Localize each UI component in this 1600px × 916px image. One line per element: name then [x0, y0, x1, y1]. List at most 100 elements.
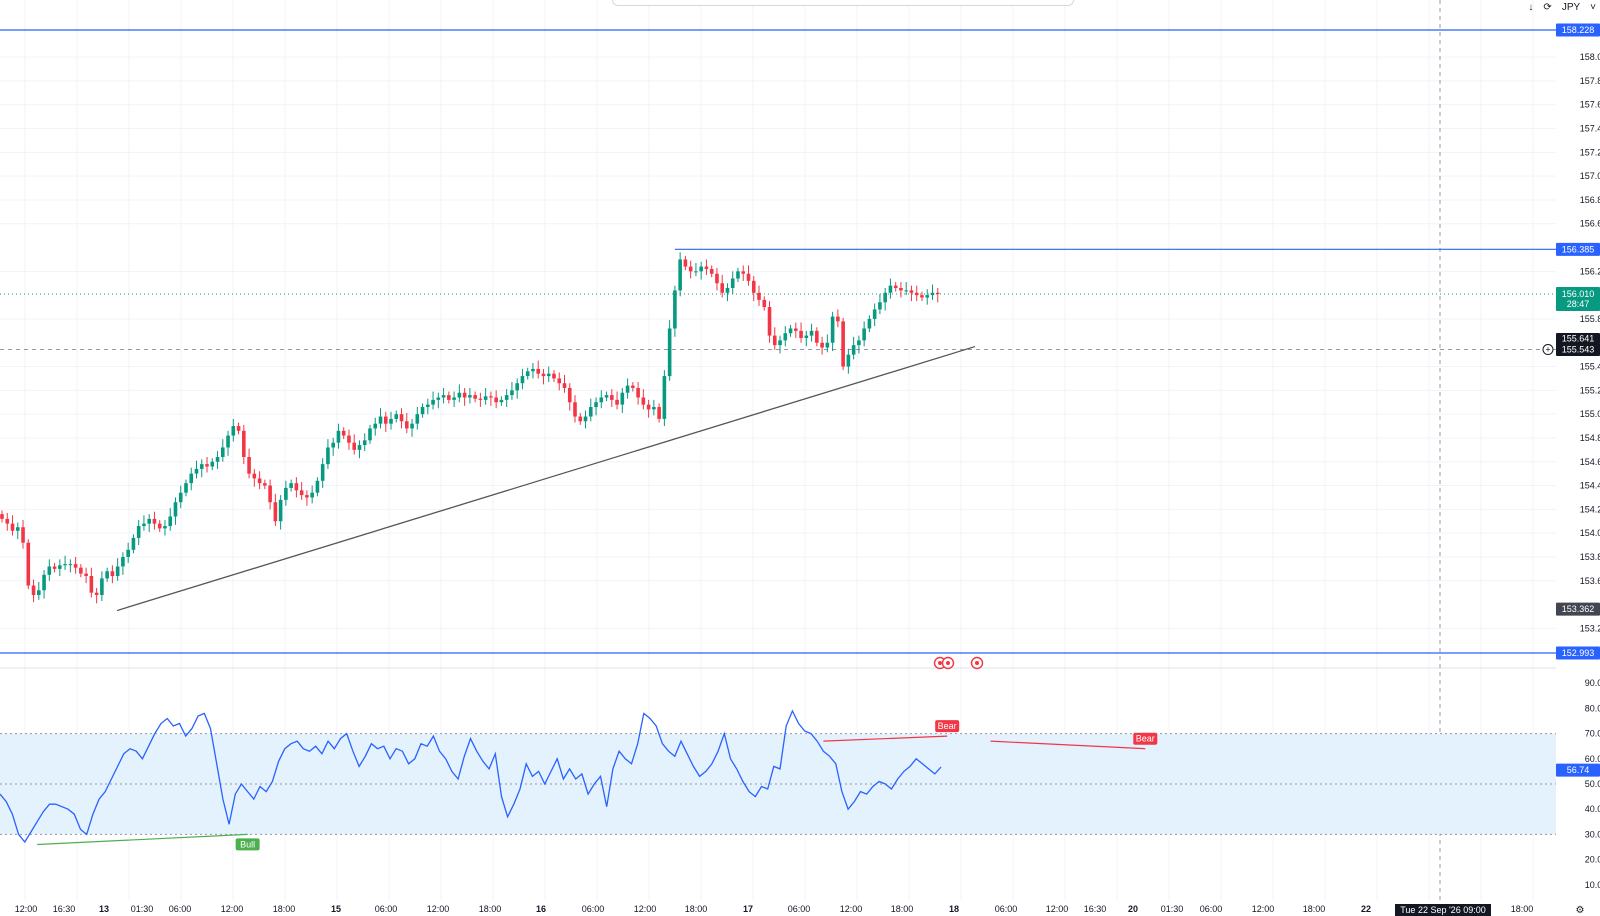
candle-body	[299, 490, 304, 496]
candle-body	[541, 373, 546, 377]
candle-body	[678, 259, 682, 291]
chart-toolbar: ↓ ⟳ JPY ˅	[1528, 2, 1596, 13]
candle-body	[105, 571, 109, 579]
candle-body	[762, 299, 767, 308]
divergence-label-bg	[1133, 732, 1158, 745]
rsi-axis-tick: 40.00	[1585, 804, 1600, 814]
candle-body	[662, 376, 667, 419]
price-axis-tick: 158.000	[1580, 52, 1600, 62]
candle-body	[399, 414, 404, 422]
settings-gear-icon: ⚙	[1576, 905, 1585, 916]
time-axis-tick: 18:00	[1511, 904, 1534, 914]
candle-body	[631, 385, 635, 388]
price-axis-tick: 156.200	[1580, 266, 1600, 276]
candle-body	[704, 266, 709, 269]
candle-body	[583, 416, 588, 422]
time-axis-tick: 22	[1361, 904, 1371, 914]
candle-body	[457, 392, 462, 398]
candle-body	[247, 456, 251, 474]
rsi-axis-tick: 80.00	[1585, 703, 1600, 713]
price-axis-tick: 154.200	[1580, 504, 1600, 514]
candle-body	[751, 280, 756, 293]
chevron-down-icon[interactable]: ˅	[1590, 2, 1596, 13]
trend-line	[116, 345, 976, 612]
candle-body	[625, 385, 630, 393]
candle-body	[920, 295, 924, 298]
candle-body	[725, 288, 730, 293]
candle-body	[893, 285, 898, 289]
candle-body	[220, 447, 225, 457]
candle-body	[289, 483, 293, 488]
candle-body	[888, 285, 893, 293]
candle-body	[52, 566, 57, 569]
rsi-axis-tick: 10.00	[1585, 880, 1600, 890]
divergence-label-bg	[935, 720, 960, 733]
price-axis-tick: 154.600	[1580, 457, 1600, 467]
candle-body	[94, 592, 99, 596]
candle-body	[362, 440, 367, 446]
candle-body	[189, 473, 194, 484]
level-tag: 152.993	[1562, 648, 1595, 658]
candle-body	[867, 318, 872, 329]
time-axis-tick: 06:00	[375, 904, 398, 914]
rsi-axis-tick: 50.00	[1585, 779, 1600, 789]
candle-body	[173, 502, 178, 517]
candle-body	[58, 565, 62, 569]
candle-body	[473, 395, 477, 399]
candle-body	[736, 271, 740, 279]
divergence-line	[823, 735, 948, 742]
candle-body	[5, 518, 10, 524]
time-axis-tick: 18:00	[685, 904, 708, 914]
trend-value-tag-bg	[1556, 333, 1600, 345]
candle-body	[778, 340, 782, 346]
candle-body	[536, 368, 541, 374]
time-axis-tick: 18	[949, 904, 959, 914]
candle-body	[746, 273, 751, 281]
candle-body	[163, 526, 167, 529]
candle-body	[315, 480, 320, 493]
candle-body	[352, 442, 357, 450]
symbol-search-box[interactable]	[612, 0, 1074, 6]
candle-body	[862, 328, 866, 341]
time-axis-tick: 17	[743, 904, 753, 914]
price-axis-tick: 157.600	[1580, 100, 1600, 110]
candle-body	[599, 397, 604, 403]
candle-body	[499, 399, 504, 403]
rsi-axis-tick: 60.00	[1585, 754, 1600, 764]
candle-body	[447, 395, 451, 400]
candle-body	[904, 290, 909, 292]
time-axis-tick: 12:00	[427, 904, 450, 914]
candle-body	[26, 542, 31, 586]
candle-body	[935, 292, 940, 294]
candle-body	[909, 290, 914, 293]
candle-body	[883, 292, 887, 303]
price-axis-tick: 155.200	[1580, 385, 1600, 395]
candle-body	[100, 578, 104, 596]
candle-body	[846, 354, 851, 367]
candle-body	[226, 435, 230, 448]
candle-body	[515, 383, 519, 391]
candle-body	[930, 292, 935, 296]
price-axis-tick: 157.200	[1580, 147, 1600, 157]
candle-body	[857, 340, 861, 346]
refresh-icon[interactable]: ⟳	[1543, 2, 1552, 13]
candle-body	[573, 402, 577, 417]
candle-body	[394, 414, 399, 419]
candle-body	[142, 523, 146, 527]
candle-body	[878, 302, 882, 310]
candle-body	[531, 368, 535, 372]
rsi-axis-tick: 20.00	[1585, 855, 1600, 865]
candle-body	[326, 447, 330, 465]
candle-body	[510, 390, 514, 396]
candle-body	[620, 392, 625, 405]
currency-label[interactable]: JPY	[1561, 2, 1581, 13]
candle-body	[804, 335, 809, 338]
rsi-value-tag: 56.74	[1567, 765, 1590, 775]
price-axis-tick: 153.200	[1580, 623, 1600, 633]
candle-body	[594, 402, 598, 408]
download-icon[interactable]: ↓	[1528, 2, 1534, 13]
candle-body	[441, 395, 446, 398]
candle-body	[546, 373, 551, 377]
candle-body	[420, 407, 425, 415]
